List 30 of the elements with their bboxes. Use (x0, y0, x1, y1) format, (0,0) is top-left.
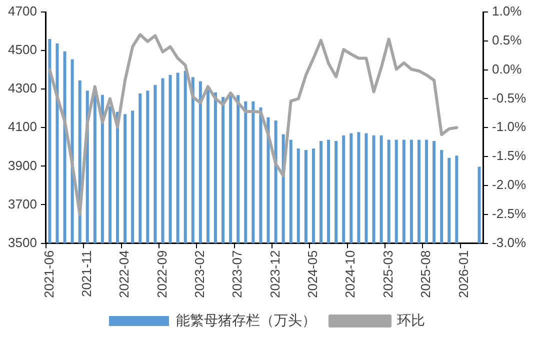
y2-tick-label: -1.0% (492, 119, 526, 134)
x-tick-label: 2024-05 (305, 250, 320, 298)
legend-label: 环比 (397, 312, 425, 328)
y2-tick-label: -2.0% (492, 177, 526, 192)
y2-tick-label: 1.0% (492, 4, 522, 19)
x-tick-label: 2026-01 (456, 250, 471, 298)
y2-tick-label: -0.5% (492, 90, 526, 106)
legend-label: 能繁母猪存栏（万头） (176, 312, 316, 328)
x-tick-label: 2025-03 (380, 250, 396, 298)
y-tick-label: 4500 (8, 42, 37, 58)
x-tick-label: 2021-06 (41, 250, 56, 298)
y-tick-label: 4700 (8, 4, 37, 19)
y2-tick-label: -1.5% (492, 148, 526, 164)
y2-tick-label: 0.0% (492, 61, 522, 76)
x-tick-label: 2022-09 (154, 250, 170, 298)
x-tick-label: 2025-08 (418, 250, 434, 298)
y-tick-label: 3900 (8, 158, 37, 173)
x-tick-label: 2021-11 (78, 250, 94, 298)
x-tick-label: 2024-10 (342, 250, 358, 298)
y-tick-label: 3500 (8, 234, 37, 250)
y-tick-label: 4300 (8, 80, 37, 96)
x-tick-label: 2023-02 (192, 250, 207, 298)
y2-tick-label: 0.5% (492, 32, 522, 48)
x-tick-label: 2023-12 (267, 250, 282, 298)
x-tick-label: 2023-07 (230, 250, 245, 298)
y-tick-label: 4100 (8, 119, 37, 134)
y2-tick-label: -3.0% (492, 234, 526, 250)
y2-tick-label: -2.5% (492, 206, 526, 221)
y-tick-label: 3700 (8, 196, 37, 212)
x-tick-label: 2022-04 (116, 250, 132, 298)
